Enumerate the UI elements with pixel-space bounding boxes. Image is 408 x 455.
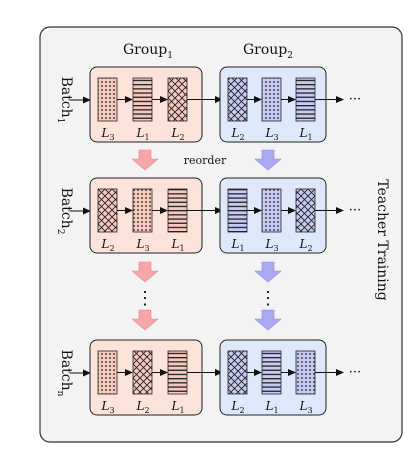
batch-row-n: Batchn L3 L2 L1 L2 L1 L3 ··· [55,339,361,416]
pattern-dots [262,78,281,121]
batch-2-group-2-label-1: L1 [230,237,244,253]
pattern-lines [296,78,315,121]
batch-n-continuation: ··· [349,365,361,380]
batch-n-group-1-label-2: L2 [135,399,149,415]
pattern-lines [133,78,152,121]
reorder-label: reorder [184,154,227,167]
batch-2-group-1-label-1: L2 [100,237,114,253]
vertical-continuation-group-2: ⋮ [259,288,277,309]
pattern-dots [262,189,281,232]
batch-n-group-1-label-1: L3 [100,399,114,415]
batch-2-label: Batch2 [55,188,74,235]
batch-1-continuation: ··· [349,92,361,107]
reorder-arrow-group-2 [254,149,282,171]
batch-1-group-2-label-3: L1 [298,126,312,142]
reorder-arrow-group-1 [131,309,159,331]
batch-2-group-1-label-2: L3 [135,237,149,253]
pattern-cross [168,78,187,121]
pattern-dots [133,189,152,232]
batch-1-group-2-label-1: L2 [230,126,244,142]
batch-n-group-2-label-2: L1 [264,399,278,415]
pattern-cross [98,189,117,232]
batch-n-group-2-label-1: L2 [230,399,244,415]
batch-2-continuation: ··· [349,203,361,218]
batch-1-label: Batch1 [55,77,74,124]
pattern-cross [228,351,247,394]
reorder-arrow-group-2 [254,261,282,283]
batch-n-group-2-label-3: L3 [298,399,312,415]
batch-1-group-1-label-2: L1 [135,126,149,142]
pattern-cross [296,189,315,232]
batch-n-group-1-label-3: L1 [170,399,184,415]
batch-1-group-2-label-2: L3 [264,126,278,142]
batch-n-label: Batchn [55,350,74,397]
batch-row-2: Batch2 L2 L3 L1 L1 L3 L2 ··· [55,177,361,254]
batch-1-group-1-label-1: L3 [100,126,114,142]
pattern-dots [296,351,315,394]
batch-2-group-1-label-3: L1 [170,237,184,253]
batch-1-group-1-label-3: L2 [170,126,184,142]
pattern-dots [98,78,117,121]
pattern-lines [228,189,247,232]
pattern-dots [98,351,117,394]
reorder-arrow-group-1 [131,149,159,171]
reorder-arrow-group-2 [254,309,282,331]
reorder-arrow-group-1 [131,261,159,283]
group-2-header: Group2 [243,42,293,61]
pattern-cross [228,78,247,121]
pattern-lines [168,189,187,232]
group-1-header: Group1 [123,42,173,61]
batch-row-1: Batch1 L3 L1 L2 L2 L3 L1 ··· [55,66,361,143]
batch-2-group-2-label-3: L2 [298,237,312,253]
teacher-training-label: Teacher Training [374,179,390,301]
pattern-cross [133,351,152,394]
batch-2-group-2-label-2: L3 [264,237,278,253]
pattern-lines [168,351,187,394]
vertical-continuation-group-1: ⋮ [136,288,154,309]
pattern-lines [262,351,281,394]
